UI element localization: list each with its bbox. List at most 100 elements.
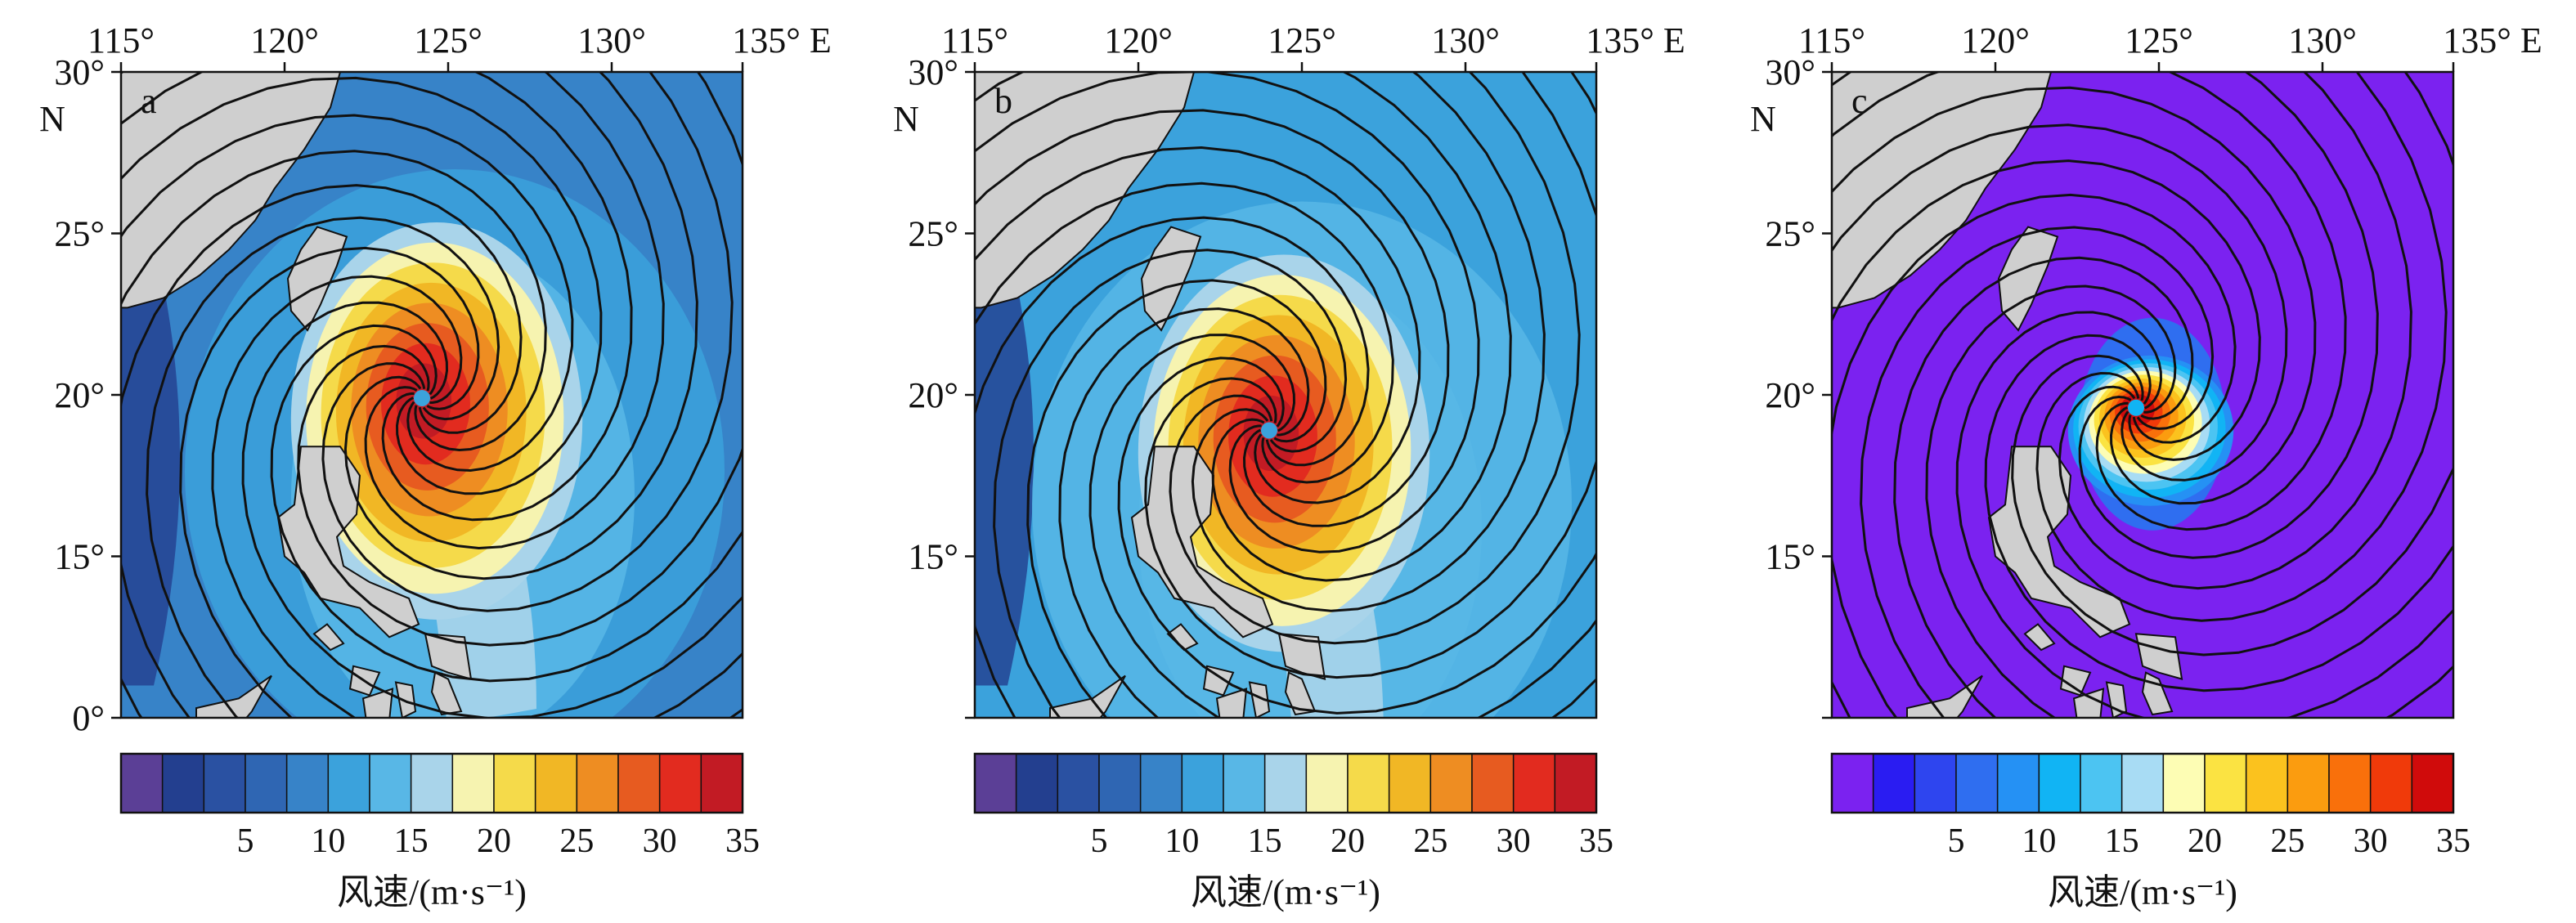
colorbar-tick-30: 30: [643, 822, 677, 860]
colorbar-tick-10: 10: [311, 822, 345, 860]
colorbar-outline: [1830, 752, 2455, 814]
x-tick-label-130: 130°: [577, 20, 646, 60]
y-tick-label-30: 30°: [1765, 52, 1815, 92]
colorbar-swatch: [2120, 753, 2165, 813]
streamline: [975, 216, 1370, 718]
colorbar-swatch: [1015, 753, 1059, 813]
colorbar-swatch: [369, 753, 412, 813]
land-polygon: [1997, 226, 2059, 332]
y-tick-label-15: 15°: [908, 537, 958, 577]
streamline: [1088, 334, 1596, 718]
colorbar-swatch: [576, 753, 619, 813]
colorbar-tick-20: 20: [1331, 822, 1365, 860]
land-polygon: [1284, 671, 1317, 716]
colorbar-swatch: [1955, 753, 1999, 813]
colorbar-tick-35: 35: [2436, 822, 2471, 860]
colorbar: [119, 752, 744, 814]
colorbar-tick-35: 35: [725, 822, 760, 860]
colorbar-swatch: [617, 753, 661, 813]
streamline: [1169, 72, 1581, 645]
land-polygon: [312, 623, 345, 652]
y-tick-label-20: 20°: [908, 375, 958, 415]
colorbar-swatch: [1223, 753, 1266, 813]
colorbar-tick-20: 20: [2188, 822, 2222, 860]
colorbar-swatch: [327, 753, 370, 813]
streamline: [1893, 256, 2194, 718]
land-polygon: [2072, 688, 2105, 718]
colorbar-swatch: [1512, 753, 1556, 813]
streamline: [1984, 72, 2453, 692]
axes-ticks: [111, 62, 744, 719]
y-tick-label-20: 20°: [1765, 375, 1815, 415]
panel-label: c: [1851, 81, 1868, 121]
panel-label: b: [994, 81, 1012, 121]
colorbar-swatch: [2328, 753, 2372, 813]
streamline: [975, 181, 1394, 484]
x-tick-label-120: 120°: [250, 20, 319, 60]
colorbar-label: 风速/(m·s⁻¹): [2048, 872, 2237, 912]
streamline: [2058, 72, 2412, 590]
streamline: [1832, 86, 2317, 505]
streamline: [1058, 307, 1596, 718]
colorbar-swatch: [1263, 753, 1308, 813]
streamline: [121, 150, 547, 718]
streamline: [211, 275, 743, 718]
colorbar-swatch: [1914, 753, 1957, 813]
streamline: [2035, 72, 2448, 622]
land-polygon: [424, 633, 473, 680]
colorbar-tick-25: 25: [559, 822, 594, 860]
y-axis-unit-label: N: [39, 99, 65, 139]
x-tick-label-130: 130°: [1431, 20, 1500, 60]
panel-b: b 115° 120° 125° 130° 135° E 30° 25° 20°…: [893, 20, 1685, 912]
colorbar-swatch: [2369, 753, 2413, 813]
streamline: [2011, 72, 2453, 656]
colorbar-swatch: [1996, 753, 2040, 813]
streamline: [121, 114, 574, 473]
x-tick-label-115: 115°: [941, 20, 1008, 60]
streamline: [1925, 285, 2453, 718]
x-tick-label-135: 135° E: [1586, 20, 1685, 60]
land-mask: [1832, 72, 2183, 718]
x-tick-label-115: 115°: [1798, 20, 1865, 60]
streamline: [270, 324, 743, 683]
x-tick-label-120: 120°: [1104, 20, 1173, 60]
colorbar-tick-30: 30: [2354, 822, 2388, 860]
colorbar-tick-20: 20: [477, 822, 511, 860]
typhoon-eye: [1261, 422, 1277, 439]
colorbar-outline: [973, 752, 1598, 814]
colorbar-swatch: [2204, 753, 2247, 813]
land-polygon: [1248, 681, 1271, 718]
x-tick-label-135: 135° E: [2443, 20, 2542, 60]
x-tick-label-130: 130°: [2288, 20, 2357, 60]
streamline: [1144, 72, 1596, 679]
streamline: [121, 184, 523, 718]
typhoon-eye: [2128, 399, 2144, 416]
panel-label: a: [141, 81, 157, 121]
colorbar-swatch: [2080, 753, 2123, 813]
colorbar-swatch: [493, 753, 536, 813]
streamline: [179, 246, 743, 718]
streamline: [121, 72, 665, 550]
y-tick-label-15: 15°: [54, 537, 105, 577]
typhoon-eye: [414, 389, 430, 406]
colorbar-swatch: [2411, 753, 2454, 813]
colorbar-label: 风速/(m·s⁻¹): [337, 872, 527, 912]
colorbar-swatch: [1388, 753, 1432, 813]
x-tick-label-135: 135° E: [732, 20, 831, 60]
colorbar-swatch: [161, 753, 205, 813]
colorbar-tick-5: 5: [1091, 822, 1108, 860]
land-polygon: [1906, 674, 1983, 718]
streamline: [1832, 193, 2237, 718]
y-tick-label-25: 25°: [908, 214, 958, 254]
y-tick-label-30: 30°: [54, 52, 105, 92]
colorbar-swatch: [1139, 753, 1183, 813]
streamline: [1832, 72, 2379, 559]
streamline: [1955, 311, 2453, 718]
streamline: [975, 146, 1421, 504]
colorbar-tick-10: 10: [2022, 822, 2056, 860]
land-polygon: [1202, 665, 1235, 697]
colorbar: [973, 752, 1598, 814]
colorbar-swatch: [1305, 753, 1349, 813]
streamlines: [121, 72, 743, 718]
